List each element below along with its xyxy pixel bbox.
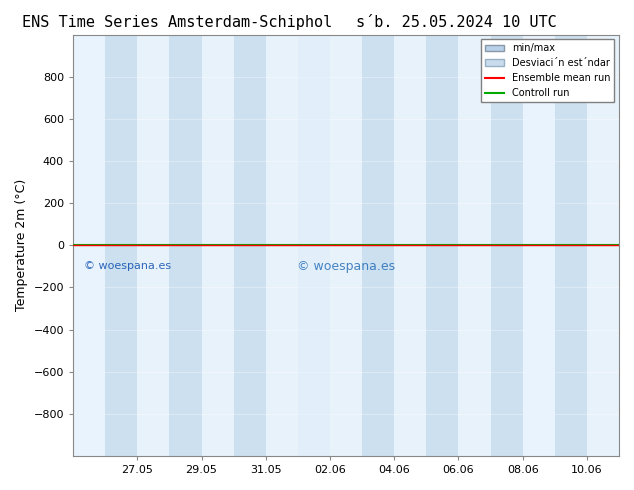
Bar — [458, 35, 491, 456]
Y-axis label: Temperature 2m (°C): Temperature 2m (°C) — [15, 179, 28, 312]
Bar — [426, 35, 458, 456]
Bar — [522, 35, 555, 456]
Bar — [169, 35, 202, 456]
Bar — [266, 35, 298, 456]
Text: s´b. 25.05.2024 10 UTC: s´b. 25.05.2024 10 UTC — [356, 15, 557, 30]
Bar — [73, 35, 105, 456]
Bar — [330, 35, 362, 456]
Bar — [298, 35, 330, 456]
Bar — [298, 35, 330, 456]
Bar — [202, 35, 234, 456]
Legend: min/max, Desviaci´n est´ndar, Ensemble mean run, Controll run: min/max, Desviaci´n est´ndar, Ensemble m… — [481, 40, 614, 102]
Bar — [138, 35, 169, 456]
Bar — [234, 35, 266, 456]
Bar — [362, 35, 394, 456]
Bar — [491, 35, 522, 456]
Text: © woespana.es: © woespana.es — [84, 261, 171, 271]
Text: ENS Time Series Amsterdam-Schiphol: ENS Time Series Amsterdam-Schiphol — [22, 15, 333, 30]
Bar — [394, 35, 426, 456]
Text: © woespana.es: © woespana.es — [297, 260, 395, 273]
Bar — [73, 35, 105, 456]
Bar — [105, 35, 138, 456]
Bar — [522, 35, 555, 456]
Bar — [555, 35, 587, 456]
Bar — [587, 35, 619, 456]
